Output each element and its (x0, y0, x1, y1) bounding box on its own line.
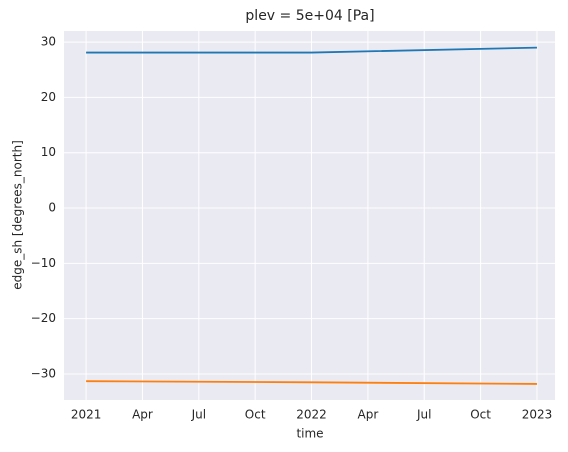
x-tick-label: 2021 (71, 408, 102, 422)
x-tick-label: Jul (191, 408, 206, 422)
x-tick-label: Oct (245, 408, 266, 422)
line-series (86, 46, 537, 54)
y-tick-label: −30 (31, 366, 56, 380)
x-axis-label: time (296, 427, 323, 441)
y-tick-label: 0 (48, 201, 56, 215)
y-tick-label: 20 (41, 90, 56, 104)
x-tick-label: Apr (358, 408, 379, 422)
y-axis-label: edge_sh [degrees_north] (11, 140, 25, 290)
x-tick-label: 2022 (296, 408, 327, 422)
y-tick-label: 30 (41, 35, 56, 49)
y-tick-label: −20 (31, 311, 56, 325)
x-tick-label: Apr (132, 408, 153, 422)
x-tick-label: 2023 (522, 408, 553, 422)
chart-title: plev = 5e+04 [Pa] (245, 8, 374, 24)
x-tick-label: Oct (470, 408, 491, 422)
line-series (86, 380, 537, 385)
y-tick-label: −10 (31, 256, 56, 270)
plot-area (64, 31, 555, 400)
y-tick-label: 10 (41, 145, 56, 159)
x-tick-label: Jul (416, 408, 431, 422)
